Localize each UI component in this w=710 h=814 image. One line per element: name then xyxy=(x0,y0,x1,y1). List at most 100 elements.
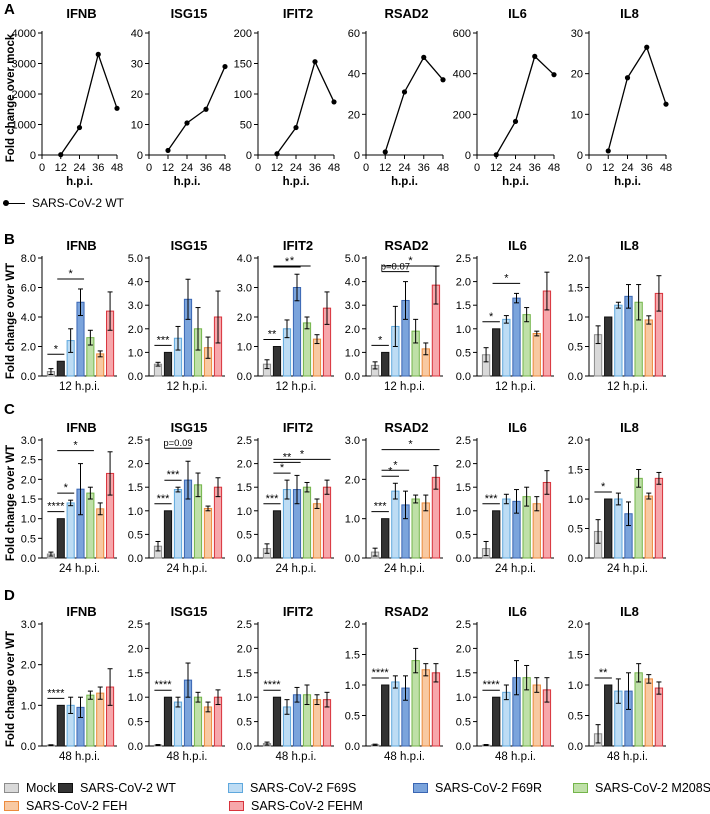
y-tick-label-a-isg15: 0 xyxy=(137,150,143,162)
subplot-title-c-ifit2: IFIT2 xyxy=(283,420,313,435)
time-label-c-il8: 24 h.p.i. xyxy=(607,563,648,575)
bar-c-ifit2-m208s xyxy=(302,486,312,559)
bar-d-il8-feh xyxy=(644,678,653,747)
bar-c-il8-f69s xyxy=(614,498,623,559)
time-label-d-isg15: 48 h.p.i. xyxy=(167,751,208,763)
x-tick-label-a-il8: 36 xyxy=(641,162,653,174)
subplot-title-d-rsad2: RSAD2 xyxy=(384,604,428,619)
time-label-c-ifit2: 24 h.p.i. xyxy=(276,563,317,575)
y-tick-label-a-isg15: 30 xyxy=(131,59,143,71)
y-tick-label-d-ifit2: 1.0 xyxy=(237,692,252,704)
subplot-title-d-isg15: ISG15 xyxy=(171,604,208,619)
significance-label-b-il6: * xyxy=(489,311,494,323)
x-tick-label-a-il6: 36 xyxy=(529,162,541,174)
y-tick-label-b-isg15: 5.0 xyxy=(128,253,143,265)
x-tick-label-a-isg15: 36 xyxy=(200,162,212,174)
y-tick-label-b-il8: 1.0 xyxy=(568,312,583,324)
bar-d-rsad2-fehm xyxy=(431,672,441,747)
y-tick-label-b-il8: 1.5 xyxy=(568,283,583,295)
data-point-a-isg15 xyxy=(222,63,228,70)
y-tick-label-c-ifit2: 1.5 xyxy=(237,482,252,494)
x-tick-label-a-il6: 48 xyxy=(548,162,560,174)
significance-label-c-ifit2: *** xyxy=(266,493,280,505)
x-tick-label-a-il8: 24 xyxy=(621,162,633,174)
bar-c-isg15-wt xyxy=(163,510,173,559)
bar-d-rsad2-wt xyxy=(381,684,390,747)
data-point-a-isg15 xyxy=(184,120,190,126)
significance-label-b-ifit2: * xyxy=(285,256,290,268)
significance-label-c-isg15: *** xyxy=(157,493,171,505)
y-tick-label-d-isg15: 2.5 xyxy=(128,619,143,631)
panel-letter-c: C xyxy=(4,401,15,418)
y-tick-label-a-isg15: 20 xyxy=(131,89,143,101)
bar-b-il6-m208s xyxy=(522,314,531,377)
legend-label: SARS-CoV-2 F69S xyxy=(250,781,357,795)
y-tick-label-b-il8: 0.5 xyxy=(568,342,583,354)
x-axis-label-a-il8: h.p.i. xyxy=(614,176,641,188)
y-tick-label-a-ifnb: 3000 xyxy=(12,59,36,71)
series-line-a-isg15 xyxy=(167,66,226,151)
significance-label-c-ifnb: * xyxy=(64,482,69,494)
data-point-a-ifit2 xyxy=(331,99,337,105)
subplot-title-b-ifit2: IFIT2 xyxy=(283,238,313,253)
data-point-a-il6 xyxy=(493,152,499,158)
bar-b-ifit2-feh xyxy=(312,338,322,377)
time-label-b-isg15: 12 h.p.i. xyxy=(167,381,208,393)
y-tick-label-b-il6: 0.5 xyxy=(456,347,471,359)
data-point-a-rsad2 xyxy=(421,54,427,61)
significance-label-c-ifit2: ** xyxy=(283,451,292,463)
y-tick-label-d-ifnb: 0.0 xyxy=(21,741,36,753)
y-tick-label-b-rsad2: 1.0 xyxy=(345,347,360,359)
x-tick-label-a-isg15: 0 xyxy=(146,162,152,174)
bar-b-isg15-wt xyxy=(163,351,173,377)
y-tick-label-c-il8: 0.5 xyxy=(568,524,583,536)
bar-d-isg15-wt xyxy=(163,696,173,747)
y-tick-label-d-il6: 1.5 xyxy=(456,668,471,680)
subplot-title-a-il6: IL6 xyxy=(508,6,527,21)
y-tick-label-c-il8: 1.0 xyxy=(568,494,583,506)
y-tick-label-b-ifnb: 6.0 xyxy=(21,283,36,295)
legend-swatch-icon xyxy=(4,801,19,811)
subplot-title-a-ifnb: IFNB xyxy=(66,6,96,21)
panel-letter-b: B xyxy=(4,231,15,248)
y-tick-label-b-ifit2: 1.0 xyxy=(237,342,252,354)
y-tick-label-b-il6: 1.0 xyxy=(456,324,471,336)
x-tick-label-a-il8: 48 xyxy=(660,162,672,174)
subplot-title-b-il6: IL6 xyxy=(508,238,527,253)
y-tick-label-b-isg15: 3.0 xyxy=(128,300,143,312)
bar-d-ifnb-feh xyxy=(96,692,105,747)
subplot-title-d-il8: IL8 xyxy=(620,604,639,619)
bar-b-il6-f69r xyxy=(512,297,521,377)
data-point-a-ifnb xyxy=(76,124,83,131)
y-tick-label-a-il8: 30 xyxy=(571,28,583,40)
y-tick-label-b-isg15: 1.0 xyxy=(128,347,143,359)
subplot-title-d-il6: IL6 xyxy=(508,604,527,619)
y-tick-label-a-ifnb: 0 xyxy=(30,150,36,162)
legend-label: SARS-CoV-2 FEH xyxy=(26,799,128,813)
subplot-title-a-ifit2: IFIT2 xyxy=(283,6,313,21)
time-label-d-rsad2: 48 h.p.i. xyxy=(384,751,425,763)
subplot-title-b-il8: IL8 xyxy=(620,238,639,253)
significance-label-c-ifnb: **** xyxy=(47,501,65,513)
y-tick-label-c-isg15: 2.5 xyxy=(128,435,143,447)
y-tick-label-d-il8: 1.0 xyxy=(568,680,583,692)
y-tick-label-d-il6: 2.5 xyxy=(456,619,471,631)
y-axis-label-a: Fold change over mock xyxy=(5,33,17,162)
y-tick-label-d-ifnb: 3.0 xyxy=(21,619,36,631)
y-tick-label-c-ifnb: 1.5 xyxy=(21,494,36,506)
subplot-title-b-ifnb: IFNB xyxy=(66,238,96,253)
y-tick-label-d-il8: 0.0 xyxy=(568,741,583,753)
bar-d-rsad2-feh xyxy=(421,669,430,747)
y-tick-label-c-isg15: 0.5 xyxy=(128,529,143,541)
y-tick-label-b-ifit2: 4.0 xyxy=(237,253,252,265)
bar-b-il6-wt xyxy=(492,328,501,377)
y-tick-label-b-isg15: 4.0 xyxy=(128,277,143,289)
y-tick-label-c-rsad2: 2.0 xyxy=(345,474,360,486)
bar-c-rsad2-f69s xyxy=(391,490,400,559)
data-point-a-ifnb xyxy=(114,105,120,111)
y-tick-label-d-rsad2: 0.5 xyxy=(345,711,360,723)
y-tick-label-a-il8: 10 xyxy=(571,109,583,121)
subplot-title-c-ifnb: IFNB xyxy=(66,420,96,435)
bar-c-il8-wt xyxy=(604,498,613,559)
bar-c-ifit2-fehm xyxy=(322,486,332,559)
